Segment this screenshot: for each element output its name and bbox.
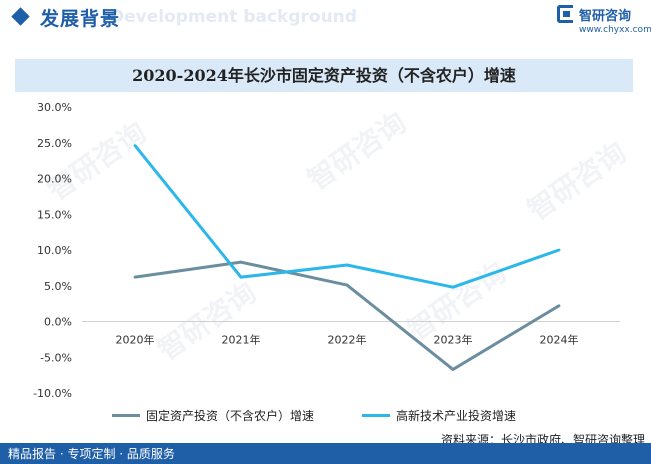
data-point	[345, 263, 349, 267]
x-tick-label: 2022年	[328, 333, 367, 347]
x-tick-label: 2024年	[540, 333, 579, 347]
y-tick-label: 10.0%	[37, 244, 72, 257]
line-chart: 30.0% 25.0% 20.0% 15.0% 10.0% 5.0% 0.0% -5.0% -1…	[33, 101, 620, 400]
data-point	[133, 275, 137, 279]
data-point	[239, 275, 243, 279]
chart-title: 2020-2024年长沙市固定资产投资（不含农户）增速	[132, 66, 516, 85]
x-tick-label: 2023年	[434, 333, 473, 347]
header-background-text: Development background	[110, 7, 357, 27]
data-point	[133, 144, 137, 148]
y-tick-label: 0.0%	[44, 316, 72, 329]
y-tick-label: 5.0%	[44, 280, 72, 293]
logo-name: 智研咨询	[579, 9, 632, 24]
data-point	[557, 304, 561, 308]
footer-bar: 精品报告 · 专项定制 · 品质服务	[0, 443, 651, 464]
chart-legend: 固定资产投资（不含农户）增速 高新技术产业投资增速	[0, 404, 651, 426]
y-tick-label: 20.0%	[37, 173, 72, 186]
data-point	[239, 260, 243, 264]
section-header: Development background 发展背景 智研咨询 www.chy…	[0, 0, 651, 40]
section-title: 发展背景	[40, 8, 121, 30]
legend-line-hightech	[362, 413, 390, 417]
y-tick-label: -5.0%	[40, 351, 72, 364]
legend-item-hightech: 高新技术产业投资增速	[362, 404, 516, 426]
logo-mark-icon	[557, 5, 573, 23]
y-tick-label: -10.0%	[33, 387, 72, 400]
legend-line-fixed-asset	[112, 413, 140, 417]
series-line-0	[134, 260, 560, 371]
y-tick-label: 15.0%	[37, 208, 72, 221]
y-tick-label: 30.0%	[37, 101, 72, 114]
chart-title-band: 2020-2024年长沙市固定资产投资（不含农户）增速	[15, 59, 633, 92]
y-tick-label: 25.0%	[37, 137, 72, 150]
x-tick-label: 2021年	[222, 333, 261, 347]
data-point	[557, 248, 561, 252]
x-tick-label: 2020年	[116, 333, 155, 347]
data-point	[451, 285, 455, 289]
brand-logo: 智研咨询 www.chyxx.com	[557, 5, 651, 39]
legend-label-fixed-asset: 固定资产投资（不含农户）增速	[146, 408, 315, 423]
logo-url: www.chyxx.com	[579, 25, 651, 35]
legend-item-fixed-asset: 固定资产投资（不含农户）增速	[112, 404, 314, 426]
legend-label-hightech: 高新技术产业投资增速	[396, 408, 517, 423]
data-point	[451, 368, 455, 371]
footer-slogan: 精品报告 · 专项定制 · 品质服务	[8, 447, 175, 461]
data-point	[345, 283, 349, 287]
